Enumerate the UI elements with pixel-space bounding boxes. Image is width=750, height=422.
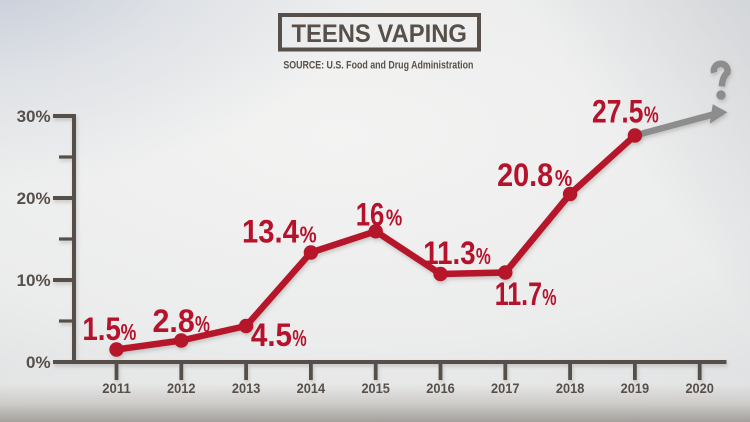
svg-text:2018: 2018 xyxy=(556,380,585,396)
svg-text:2017: 2017 xyxy=(491,380,520,396)
svg-text:2020: 2020 xyxy=(685,380,714,396)
svg-text:30%: 30% xyxy=(17,107,51,126)
svg-text:%: % xyxy=(644,102,659,128)
svg-text:1.5: 1.5 xyxy=(82,311,121,347)
svg-text:4.5: 4.5 xyxy=(251,317,292,353)
svg-text:2012: 2012 xyxy=(167,380,196,396)
svg-text:%: % xyxy=(195,311,210,337)
svg-text:2016: 2016 xyxy=(426,380,455,396)
svg-text:16: 16 xyxy=(356,196,385,232)
svg-text:TEENS VAPING: TEENS VAPING xyxy=(291,20,467,48)
svg-text:0%: 0% xyxy=(26,353,51,372)
svg-text:10%: 10% xyxy=(17,271,51,290)
svg-text:2019: 2019 xyxy=(621,380,650,396)
svg-text:%: % xyxy=(542,284,556,310)
svg-text:2.8: 2.8 xyxy=(153,303,195,339)
svg-text:%: % xyxy=(121,319,137,345)
svg-text:2014: 2014 xyxy=(297,380,326,396)
svg-text:13.4: 13.4 xyxy=(242,213,299,249)
svg-text:%: % xyxy=(292,325,306,351)
svg-text:%: % xyxy=(476,243,491,269)
svg-text:SOURCE: U.S. Food and Drug Adm: SOURCE: U.S. Food and Drug Administratio… xyxy=(283,59,473,71)
svg-text:2015: 2015 xyxy=(361,380,390,396)
svg-text:20.8: 20.8 xyxy=(497,157,553,193)
svg-text:%: % xyxy=(386,204,402,230)
svg-text:2013: 2013 xyxy=(232,380,261,396)
svg-text:27.5: 27.5 xyxy=(592,94,643,130)
svg-text:11.7: 11.7 xyxy=(495,276,542,312)
svg-text:20%: 20% xyxy=(17,189,51,208)
svg-text:11.3: 11.3 xyxy=(423,235,475,271)
svg-text:2011: 2011 xyxy=(102,380,131,396)
svg-text:%: % xyxy=(300,221,317,247)
svg-text:%: % xyxy=(555,165,572,191)
